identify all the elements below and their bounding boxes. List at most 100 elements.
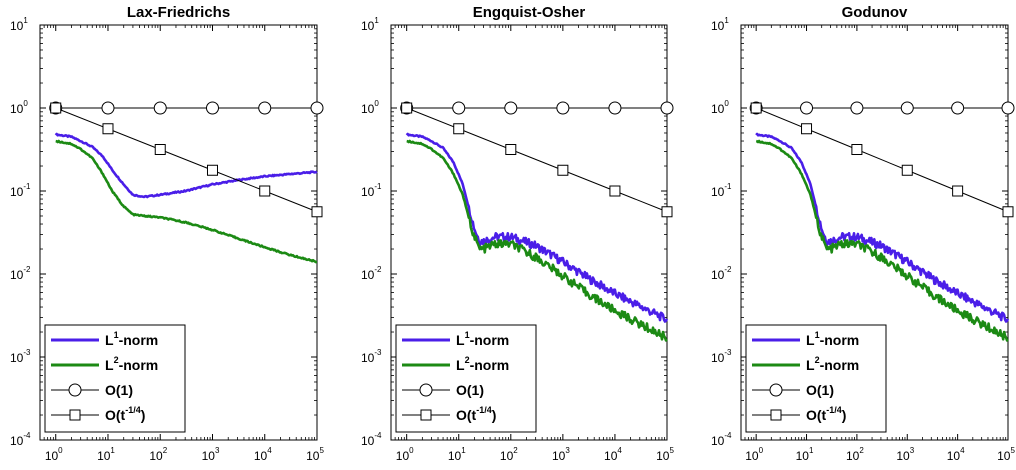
y-tick-label-base: 10 [10, 351, 24, 365]
y-tick-label-exp: 1 [724, 16, 729, 25]
legend-label: O(1) [806, 382, 834, 398]
legend-entry-l1: L1-norm [402, 330, 509, 348]
legend-entry-l2: L2-norm [402, 355, 509, 373]
y-tick-label: 10-1 [10, 182, 31, 199]
y-tick-label-exp: -3 [374, 348, 382, 357]
x-tick-label: 102 [500, 446, 518, 463]
y-tick-label-base: 10 [10, 434, 24, 448]
x-tick-label: 103 [896, 446, 914, 463]
data-point [153, 101, 167, 115]
y-tick-label-exp: -3 [724, 348, 732, 357]
y-tick-label-base: 10 [711, 19, 725, 33]
series-line [406, 139, 668, 342]
legend-label-main: O(1) [806, 382, 834, 398]
y-tick-label: 10-3 [10, 348, 31, 365]
legend-label: O(1) [456, 382, 484, 398]
legend-label-suffix: -norm [820, 332, 860, 348]
legend-entry-l1: L1-norm [51, 330, 158, 348]
x-tick-label: 104 [947, 446, 965, 463]
x-tick-label-base: 10 [448, 449, 462, 463]
chart-title: Godunov [842, 4, 908, 21]
data-point [850, 101, 864, 115]
x-tick-label-exp: 0 [409, 446, 414, 455]
data-point [951, 101, 965, 115]
data-point [311, 206, 323, 218]
data-point [660, 101, 674, 115]
legend-marker [419, 383, 433, 397]
y-tick-label-exp: 1 [23, 16, 28, 25]
y-tick-label-exp: 0 [23, 99, 28, 108]
y-tick-label: 101 [361, 16, 379, 33]
legend-label: L2-norm [806, 355, 859, 373]
y-tick-label-base: 10 [361, 351, 375, 365]
y-tick-label-base: 10 [10, 268, 24, 282]
y-tick-label-base: 10 [361, 434, 375, 448]
legend-label: O(t-1/4) [456, 405, 496, 423]
legend-label-sup: 2 [465, 355, 470, 365]
x-tick-label-base: 10 [745, 449, 759, 463]
legend-label: L1-norm [105, 330, 158, 348]
x-tick-label: 101 [448, 446, 466, 463]
legend-label-sup: 2 [815, 355, 820, 365]
series-line [755, 139, 1009, 342]
legend-label-suffix: ) [842, 407, 847, 423]
x-tick-label-exp: 2 [859, 446, 864, 455]
chart-title: Engquist-Osher [473, 4, 586, 21]
legend-label: L1-norm [806, 330, 859, 348]
x-tick-label-base: 10 [149, 449, 163, 463]
data-point [557, 164, 569, 176]
x-tick-label-exp: 0 [58, 446, 63, 455]
legend-label-main: L [806, 332, 815, 348]
x-tick-label-base: 10 [552, 449, 566, 463]
y-tick-label: 100 [711, 99, 729, 116]
data-point [258, 101, 272, 115]
x-tick-label-exp: 5 [669, 446, 674, 455]
series-line [55, 139, 318, 264]
legend-marker [770, 409, 782, 421]
x-tick-label-exp: 4 [960, 446, 965, 455]
legend-label-sup: 1 [465, 330, 470, 340]
y-tick-label-exp: -2 [374, 265, 382, 274]
data-point [1001, 101, 1015, 115]
x-tick-label-base: 10 [846, 449, 860, 463]
y-tick-label-base: 10 [711, 434, 725, 448]
x-tick-label: 103 [552, 446, 570, 463]
x-tick-label: 100 [745, 446, 763, 463]
y-tick-label-exp: -1 [23, 182, 31, 191]
data-point [206, 164, 218, 176]
x-tick-label-exp: 3 [565, 446, 570, 455]
legend-entry-o1: O(1) [51, 382, 133, 398]
x-tick-label: 101 [97, 446, 115, 463]
y-tick-label-exp: -4 [374, 431, 382, 440]
data-point [259, 185, 271, 197]
x-tick-label-exp: 4 [617, 446, 622, 455]
data-point [50, 102, 62, 114]
x-tick-label-exp: 3 [910, 446, 915, 455]
y-tick-label-exp: -4 [23, 431, 31, 440]
legend-marker [68, 383, 82, 397]
legend-label-sup: -1/4 [125, 405, 141, 415]
data-point [453, 123, 465, 135]
data-point [901, 164, 913, 176]
legend-label-suffix: ) [492, 407, 497, 423]
x-tick-label-base: 10 [202, 449, 216, 463]
y-tick-label-base: 10 [711, 268, 725, 282]
legend-label: O(t-1/4) [105, 405, 145, 423]
y-tick-label-exp: -1 [374, 182, 382, 191]
data-point [952, 185, 964, 197]
x-tick-label: 105 [656, 446, 674, 463]
data-point [154, 144, 166, 156]
legend-label-main: O(t [105, 407, 126, 423]
x-tick-label-exp: 4 [267, 446, 272, 455]
legend-entry-l1: L1-norm [752, 330, 859, 348]
y-tick-label-exp: -4 [724, 431, 732, 440]
y-tick-label: 100 [10, 99, 28, 116]
y-tick-label: 10-4 [361, 431, 382, 448]
x-tick-label-base: 10 [396, 449, 410, 463]
x-tick-label-base: 10 [306, 449, 320, 463]
series-line [54, 132, 318, 199]
